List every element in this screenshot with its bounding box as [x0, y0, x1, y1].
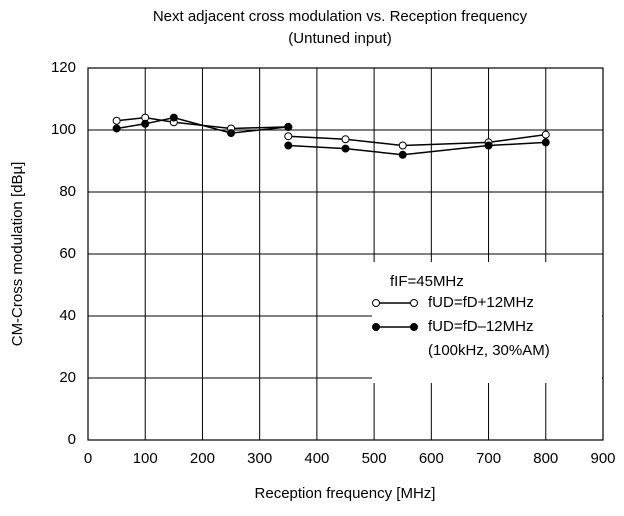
legend-note: (100kHz, 30%AM)	[428, 342, 550, 359]
x-tick-label: 500	[362, 450, 387, 467]
data-point	[284, 132, 293, 141]
legend-marker	[410, 323, 418, 331]
legend-marker	[410, 299, 418, 307]
x-tick-label: 800	[533, 450, 558, 467]
data-point	[541, 138, 550, 147]
x-tick-label: 100	[133, 450, 158, 467]
data-point	[227, 129, 236, 138]
data-point	[112, 124, 121, 133]
y-tick-label: 0	[68, 431, 76, 448]
chart-title: Next adjacent cross modulation vs. Recep…	[153, 8, 528, 25]
y-axis-label: CM-Cross modulation [dBµ]	[9, 162, 26, 347]
legend-box	[372, 262, 602, 383]
legend-title: fIF=45MHz	[390, 273, 464, 290]
data-point	[284, 122, 293, 131]
x-tick-label: 400	[304, 450, 329, 467]
y-tick-label: 20	[59, 369, 76, 386]
y-tick-label: 60	[59, 245, 76, 262]
legend-marker	[372, 323, 380, 331]
y-tick-label: 80	[59, 183, 76, 200]
x-tick-label: 700	[476, 450, 501, 467]
x-tick-label: 900	[590, 450, 615, 467]
data-point	[341, 144, 350, 153]
y-tick-label: 100	[51, 121, 76, 138]
data-point	[169, 113, 178, 122]
chart-subtitle: (Untuned input)	[288, 30, 391, 47]
plot-frame	[87, 67, 604, 441]
series-line	[116, 116, 546, 147]
legend-marker	[372, 299, 380, 307]
data-point	[141, 119, 150, 128]
x-tick-label: 300	[247, 450, 272, 467]
x-tick-label: 200	[190, 450, 215, 467]
legend-label: fUD=fD–12MHz	[428, 318, 533, 335]
data-point	[398, 150, 407, 159]
data-point	[284, 141, 293, 150]
legend-label: fUD=fD+12MHz	[428, 294, 534, 311]
y-tick-label: 40	[59, 307, 76, 324]
data-point	[112, 116, 121, 125]
x-tick-label: 0	[84, 450, 92, 467]
y-tick-label: 120	[51, 59, 76, 76]
x-tick-label: 600	[419, 450, 444, 467]
data-point	[541, 130, 550, 139]
x-axis-label: Reception frequency [MHz]	[255, 485, 436, 502]
data-point	[341, 135, 350, 144]
data-point	[398, 141, 407, 150]
data-point	[484, 141, 493, 150]
